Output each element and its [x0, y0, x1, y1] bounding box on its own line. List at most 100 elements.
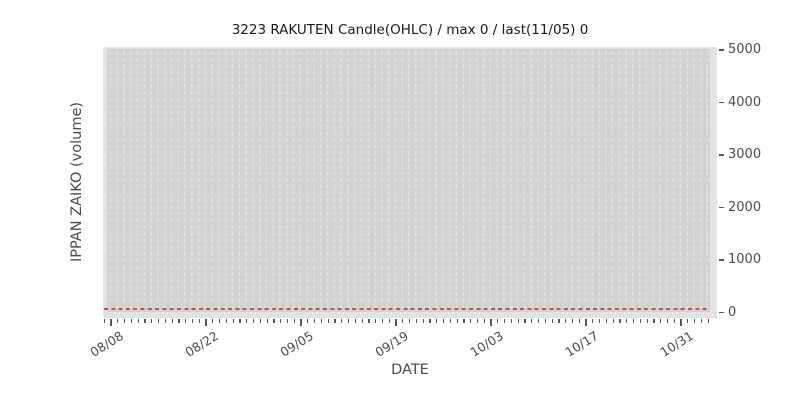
x-minor-tick-mark — [639, 319, 641, 323]
x-minor-tick-mark — [252, 319, 255, 323]
x-minor-tick-mark — [551, 319, 553, 323]
x-minor-tick-mark — [687, 319, 689, 323]
y-tick-label: 0 — [728, 304, 737, 320]
x-minor-tick-mark — [517, 319, 519, 323]
x-minor-tick-mark — [327, 319, 329, 323]
x-minor-tick-mark — [666, 319, 669, 323]
x-minor-tick-mark — [368, 319, 370, 323]
x-major-tick-mark — [490, 319, 492, 326]
y-tick-mark — [718, 206, 724, 209]
x-minor-tick-mark — [497, 319, 499, 323]
x-minor-tick-mark — [151, 319, 153, 323]
x-minor-tick-mark — [361, 319, 363, 323]
x-minor-tick-mark — [605, 319, 608, 323]
x-minor-tick-mark — [334, 319, 336, 323]
x-minor-tick-mark — [673, 319, 675, 323]
x-minor-tick-mark — [144, 319, 146, 323]
y-axis-label: IPPAN ZAIKO (volume) — [69, 101, 85, 263]
x-tick-label: 09/19 — [372, 328, 412, 360]
x-minor-tick-mark — [239, 319, 241, 323]
x-minor-tick-mark — [232, 319, 234, 323]
x-minor-tick-mark — [436, 319, 438, 323]
x-minor-tick-mark — [524, 319, 526, 323]
x-minor-tick-mark — [191, 319, 194, 323]
x-axis-label: DATE — [391, 362, 429, 378]
x-tick-label: 10/03 — [467, 328, 507, 360]
x-minor-tick-mark — [646, 319, 648, 323]
x-minor-tick-mark — [626, 319, 628, 323]
y-tick-mark — [718, 49, 724, 51]
x-minor-tick-mark — [470, 319, 472, 323]
x-minor-tick-mark — [632, 319, 635, 323]
x-minor-tick-mark — [375, 319, 377, 323]
x-minor-tick-mark — [157, 319, 160, 323]
x-minor-tick-mark — [341, 319, 343, 323]
y-tick-label: 5000 — [728, 42, 762, 57]
x-minor-tick-mark — [660, 319, 662, 323]
x-minor-tick-mark — [246, 319, 248, 323]
y-tick-label: 2000 — [728, 199, 762, 215]
x-minor-tick-mark — [117, 319, 119, 323]
x-minor-tick-mark — [571, 319, 574, 323]
y-tick-label: 1000 — [728, 252, 762, 267]
x-minor-tick-mark — [381, 319, 384, 323]
x-minor-tick-mark — [619, 319, 621, 323]
x-minor-tick-mark — [504, 319, 506, 323]
x-minor-tick-mark — [273, 319, 275, 323]
x-major-tick-mark — [395, 319, 397, 326]
x-tick-label: 09/05 — [277, 328, 317, 360]
x-minor-tick-mark — [700, 319, 703, 323]
x-major-tick-mark — [585, 319, 587, 326]
x-minor-tick-mark — [320, 319, 323, 323]
x-minor-tick-mark — [286, 319, 289, 323]
x-minor-tick-mark — [130, 319, 133, 323]
x-minor-tick-mark — [476, 319, 479, 323]
x-minor-tick-mark — [612, 319, 614, 323]
x-major-tick-mark — [110, 319, 112, 326]
x-minor-tick-mark — [225, 319, 228, 323]
x-minor-tick-mark — [707, 319, 709, 323]
x-minor-tick-mark — [314, 319, 316, 323]
x-minor-tick-mark — [544, 319, 546, 323]
x-tick-label: 08/22 — [182, 328, 222, 360]
x-minor-tick-mark — [103, 319, 105, 323]
x-tick-label: 10/17 — [562, 328, 602, 360]
x-major-tick-mark — [680, 319, 682, 326]
x-minor-tick-mark — [653, 319, 655, 323]
x-minor-tick-mark — [510, 319, 513, 323]
x-minor-tick-mark — [592, 319, 594, 323]
x-minor-tick-mark — [483, 319, 485, 323]
x-major-tick-mark — [300, 319, 302, 326]
grid-panel — [107, 49, 710, 312]
x-minor-tick-mark — [409, 319, 411, 323]
x-minor-tick-mark — [429, 319, 431, 323]
x-minor-tick-mark — [449, 319, 451, 323]
x-major-tick-mark — [205, 319, 207, 326]
x-minor-tick-mark — [463, 319, 465, 323]
x-minor-tick-mark — [347, 319, 350, 323]
plot-area — [103, 47, 717, 318]
y-tick-label: 3000 — [728, 147, 762, 162]
zero-value-dashed-line — [104, 308, 710, 310]
x-minor-tick-mark — [198, 319, 200, 323]
chart-title: 3223 RAKUTEN Candle(OHLC) / max 0 / last… — [231, 22, 589, 38]
y-tick-mark — [718, 259, 724, 261]
x-minor-tick-mark — [293, 319, 295, 323]
x-tick-label: 08/08 — [87, 328, 127, 360]
x-minor-tick-mark — [402, 319, 404, 323]
x-minor-tick-mark — [178, 319, 180, 323]
y-tick-label: 4000 — [728, 94, 762, 110]
x-minor-tick-mark — [415, 319, 418, 323]
x-minor-tick-mark — [537, 319, 540, 323]
x-minor-tick-mark — [307, 319, 309, 323]
y-tick-mark — [718, 154, 724, 156]
x-minor-tick-mark — [694, 319, 696, 323]
x-minor-tick-mark — [185, 319, 187, 323]
x-minor-tick-mark — [259, 319, 261, 323]
x-tick-label: 10/31 — [657, 328, 697, 360]
x-minor-tick-mark — [531, 319, 533, 323]
y-tick-mark — [718, 101, 724, 104]
x-minor-tick-mark — [388, 319, 390, 323]
x-minor-tick-mark — [422, 319, 424, 323]
